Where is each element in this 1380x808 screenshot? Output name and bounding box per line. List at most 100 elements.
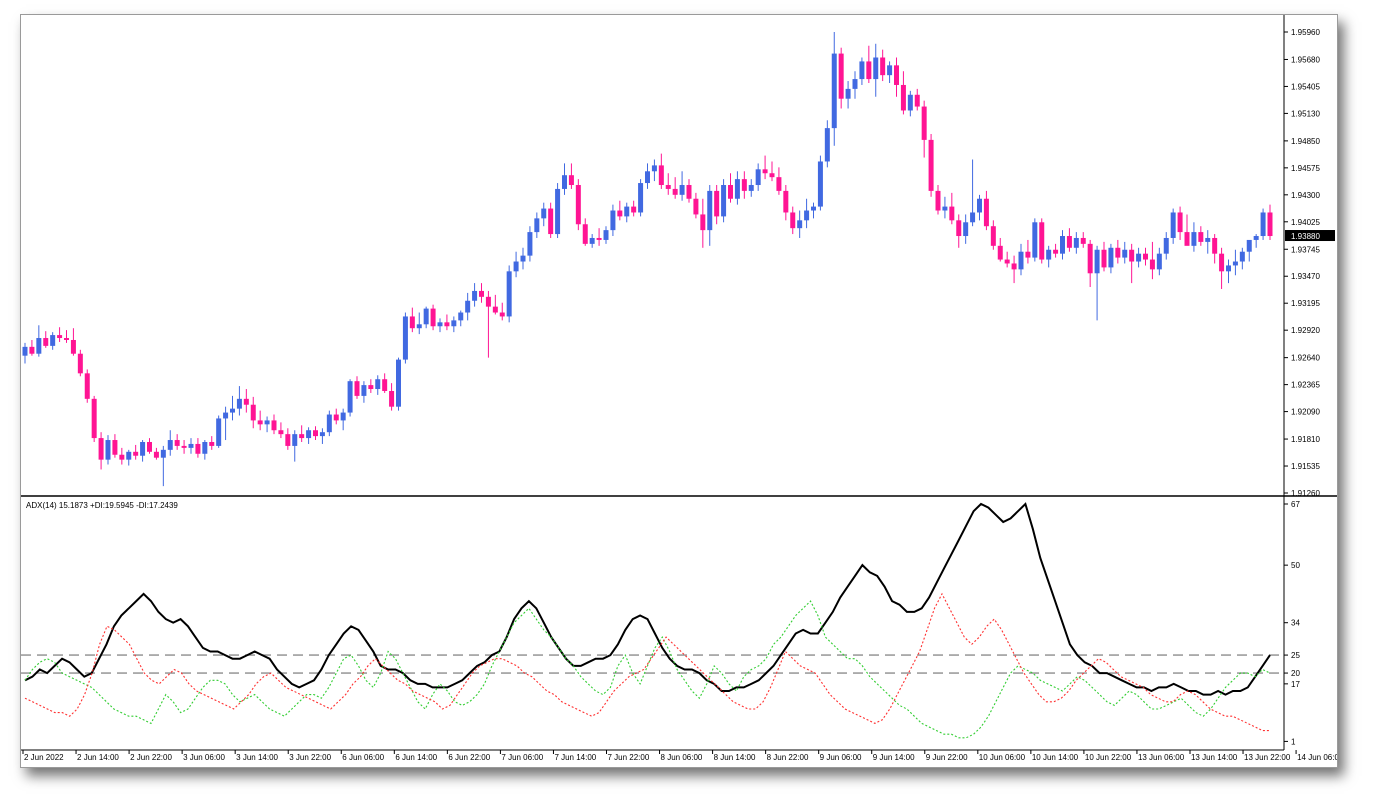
candle-body: [797, 220, 803, 229]
candle-body: [1260, 212, 1266, 237]
candle-body: [582, 224, 588, 244]
candle-body: [444, 322, 450, 327]
candle-body: [935, 190, 941, 211]
candle-body: [1232, 261, 1238, 266]
candle-body: [852, 79, 858, 89]
candle-body: [1246, 239, 1252, 252]
candle-body: [1115, 247, 1121, 258]
indicator-tick-label: 17: [1291, 680, 1300, 689]
candle-body: [831, 53, 837, 129]
time-tick-label: 9 Jun 06:00: [820, 753, 862, 762]
candle-body: [1122, 249, 1128, 258]
candle-body: [50, 335, 56, 346]
indicator-tick-label: 1: [1291, 737, 1296, 746]
time-tick-label: 10 Jun 14:00: [1032, 753, 1079, 762]
candle-body: [1163, 237, 1169, 254]
time-tick-label: 9 Jun 22:00: [926, 753, 968, 762]
candle-body: [693, 198, 699, 215]
candle-body: [1011, 263, 1017, 270]
candle-body: [382, 379, 388, 391]
candle-body: [610, 210, 616, 231]
candle-body: [1046, 249, 1052, 260]
candle-body: [804, 210, 810, 221]
indicator-tick-label: 50: [1291, 561, 1300, 570]
candle-body: [479, 290, 484, 297]
candle-body: [119, 454, 125, 460]
candle-body: [423, 308, 429, 325]
time-tick-label: 2 Jun 14:00: [77, 753, 119, 762]
candle-body: [216, 418, 222, 446]
candle-body: [140, 441, 146, 456]
candle-body: [617, 210, 623, 217]
candle-body: [105, 440, 111, 460]
candle-body: [1018, 251, 1024, 270]
candle-body: [728, 185, 733, 199]
candle-body: [679, 185, 685, 195]
time-tick-label: 3 Jun 14:00: [236, 753, 278, 762]
candle-body: [686, 185, 692, 199]
candle-body: [769, 173, 775, 178]
candle-body: [845, 88, 851, 99]
candle-body: [748, 185, 754, 191]
candle-body: [817, 161, 823, 207]
current-price-box: [1285, 230, 1335, 242]
candle-body: [1032, 222, 1038, 258]
time-tick-label: 6 Jun 06:00: [342, 753, 384, 762]
candle-body: [1060, 236, 1065, 254]
candle-body: [264, 420, 270, 425]
candle-body: [409, 316, 415, 329]
time-tick-label: 6 Jun 14:00: [395, 753, 437, 762]
price-tick-label: 1.93745: [1291, 245, 1320, 254]
candle-body: [527, 232, 533, 256]
candle-body: [575, 185, 581, 225]
candle-body: [914, 94, 920, 107]
candle-body: [1149, 259, 1155, 270]
candle-body: [631, 206, 637, 213]
candle-body: [133, 451, 139, 456]
candle-body: [458, 312, 464, 321]
candle-body: [230, 408, 235, 413]
candle-body: [949, 206, 955, 221]
price-tick-label: 1.94850: [1291, 137, 1320, 146]
candle-body: [866, 61, 872, 80]
time-tick-label: 2 Jun 2022: [24, 753, 64, 762]
candle-body: [1239, 251, 1245, 262]
series-di-line: [24, 592, 1270, 732]
price-tick-label: 1.93195: [1291, 299, 1320, 308]
candle-body: [894, 65, 899, 85]
candle-body: [361, 385, 367, 396]
candle-body: [299, 434, 305, 439]
candle-body: [147, 441, 152, 452]
candle-body: [492, 306, 498, 313]
candle-body: [167, 440, 173, 450]
candle-body: [714, 190, 720, 217]
candle-body: [651, 165, 657, 172]
candle-body: [1039, 222, 1045, 260]
adx-lines: [24, 502, 1271, 739]
candle-body: [375, 379, 381, 390]
candle-body: [555, 188, 561, 235]
candle-body: [859, 61, 865, 80]
candle-body: [977, 198, 982, 213]
price-axis: 1.95960 1.95680 1.95405 1.95130 1.94850 1.945…: [1284, 28, 1320, 498]
candle-body: [1025, 251, 1031, 258]
candle-body: [624, 206, 630, 217]
candle-body: [873, 57, 879, 80]
candle-body: [57, 335, 63, 339]
candle-body: [396, 359, 401, 407]
candle-body: [188, 443, 194, 448]
candle-body: [734, 179, 740, 199]
candle-body: [1170, 212, 1176, 238]
candle-body: [306, 430, 312, 439]
indicator-tick-label: 67: [1291, 500, 1300, 509]
price-tick-label: 1.94025: [1291, 218, 1320, 227]
candle-body: [340, 412, 346, 421]
candle-body: [292, 434, 298, 446]
candle-body: [638, 183, 644, 213]
candle-body: [1226, 265, 1231, 272]
candle-body: [84, 373, 90, 399]
candle-body: [472, 290, 478, 301]
indicator-tick-label: 34: [1291, 619, 1300, 628]
candle-body: [430, 308, 436, 327]
candle-body: [1219, 253, 1225, 272]
